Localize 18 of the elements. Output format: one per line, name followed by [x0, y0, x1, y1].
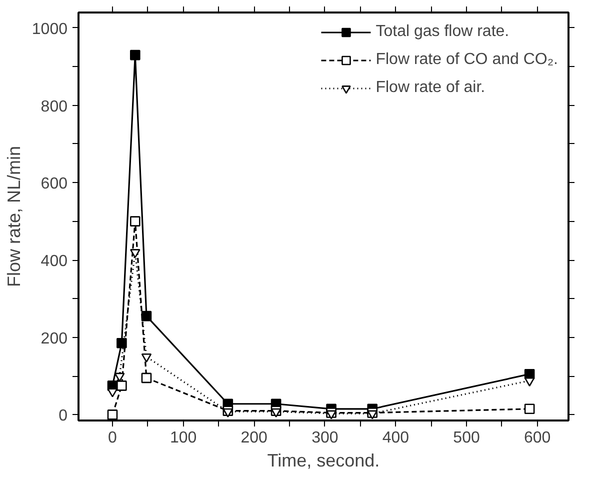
- x-tick-label: 600: [524, 430, 551, 446]
- y-tick-label: 600: [40, 176, 68, 193]
- legend-label: Flow rate of air.: [376, 79, 486, 97]
- y-tick-label: 200: [40, 330, 68, 348]
- x-tick-label: 400: [382, 430, 410, 446]
- y-axis-title: Flow rate, NL/min: [4, 146, 24, 288]
- x-tick-label: 200: [240, 430, 268, 446]
- x-tick-label: 0: [108, 430, 118, 446]
- x-tick-label: 300: [312, 430, 338, 446]
- y-tick-label: 400: [40, 253, 68, 270]
- x-tick-label: 500: [453, 430, 480, 446]
- y-tick-label: 1000: [32, 20, 68, 38]
- x-axis-title: Time, second.: [267, 450, 380, 470]
- x-tick-label: 100: [170, 430, 197, 446]
- y-tick-label: 800: [40, 98, 68, 116]
- y-tick-label: 0: [58, 408, 68, 425]
- legend-label: Total gas flow rate.: [376, 23, 510, 41]
- legend-label: Flow rate of CO and CO₂.: [376, 51, 558, 69]
